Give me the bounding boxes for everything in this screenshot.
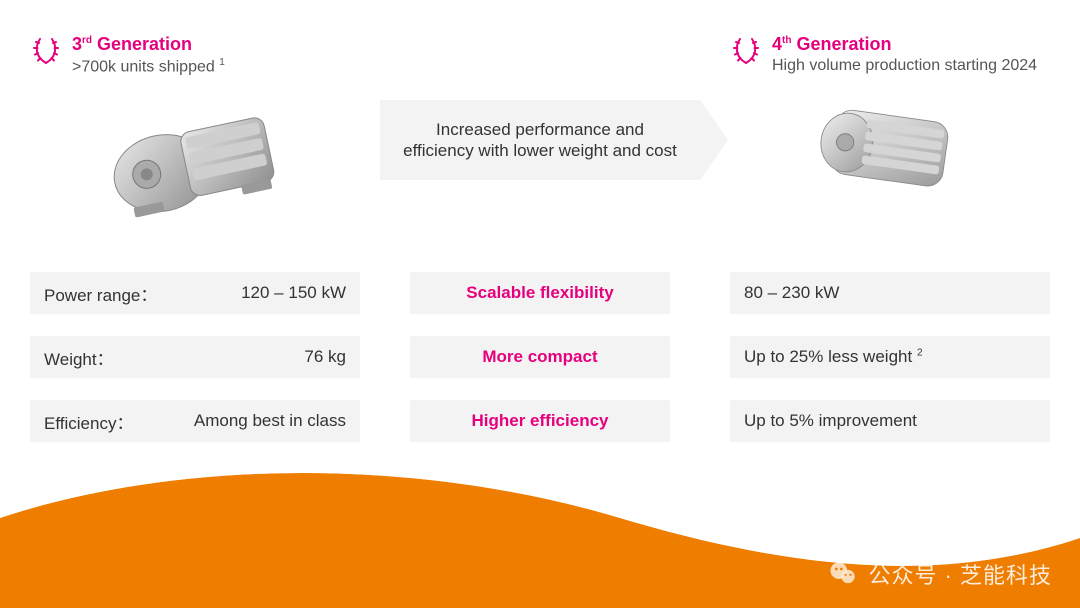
gen4-title: 4th Generation xyxy=(772,34,1037,55)
gen4-specs: 80 – 230 kW xyxy=(730,272,1050,314)
gen3-spec-row-power: Power range： 120 – 150 kW xyxy=(30,272,360,314)
spec-value-sup: 2 xyxy=(917,347,923,358)
gen3-product-image xyxy=(85,86,305,236)
gen4-spec-row-efficiency: Up to 5% improvement xyxy=(730,400,1050,442)
gen3-title-post: Generation xyxy=(92,34,192,54)
mid-pill-3-wrap: Higher efficiency xyxy=(380,400,700,442)
gen3-header: 3rd Generation >700k units shipped 1 xyxy=(30,34,360,76)
spec-value: 76 kg xyxy=(114,347,346,367)
gen3-subtitle: >700k units shipped 1 xyxy=(72,57,225,76)
gen3-sub-text: >700k units shipped xyxy=(72,58,215,75)
gen4-title-block: 4th Generation High volume production st… xyxy=(772,34,1037,75)
spec-label: Power range： xyxy=(44,281,157,306)
spec-label: Weight： xyxy=(44,345,114,370)
gen4-title-pre: 4 xyxy=(772,34,782,54)
pill-efficiency: Higher efficiency xyxy=(410,400,670,442)
arrow-text: Increased performance and efficiency wit… xyxy=(400,119,680,162)
gen3-specs: Efficiency： Among best in class xyxy=(30,400,360,442)
gen4-column: 4th Generation High volume production st… xyxy=(730,34,1050,215)
gen3-title-sup: rd xyxy=(82,35,92,46)
laurel-icon xyxy=(30,34,62,66)
wechat-icon xyxy=(828,559,858,589)
gen3-sub-sup: 1 xyxy=(219,57,225,68)
gen3-title-block: 3rd Generation >700k units shipped 1 xyxy=(72,34,225,76)
gen3-title: 3rd Generation xyxy=(72,34,225,55)
spec-value: 80 – 230 kW xyxy=(744,283,1036,303)
gen4-header: 4th Generation High volume production st… xyxy=(730,34,1050,75)
pill-text: Higher efficiency xyxy=(472,411,609,431)
pill-text: More compact xyxy=(482,347,597,367)
mid-pill-1-wrap: Scalable flexibility xyxy=(380,272,700,314)
spec-value: Up to 25% less weight 2 xyxy=(744,347,1036,367)
gen3-specs: Weight： 76 kg xyxy=(30,336,360,378)
pill-text: Scalable flexibility xyxy=(466,283,613,303)
spec-value: Up to 5% improvement xyxy=(744,411,1036,431)
gen3-title-pre: 3 xyxy=(72,34,82,54)
spec-value: Among best in class xyxy=(133,411,346,431)
spec-label: Efficiency： xyxy=(44,409,133,434)
pill-scalable: Scalable flexibility xyxy=(410,272,670,314)
gen4-spec-row-power: 80 – 230 kW xyxy=(730,272,1050,314)
gen4-title-post: Generation xyxy=(791,34,891,54)
gen4-product-image xyxy=(795,81,985,211)
mid-pill-2-wrap: More compact xyxy=(380,336,700,378)
gen4-spec-row-weight: Up to 25% less weight 2 xyxy=(730,336,1050,378)
gen3-spec-row-efficiency: Efficiency： Among best in class xyxy=(30,400,360,442)
gen3-specs: Power range： 120 – 150 kW xyxy=(30,272,360,314)
gen4-specs: Up to 25% less weight 2 xyxy=(730,336,1050,378)
spec-value-text: Up to 25% less weight xyxy=(744,347,912,366)
pill-compact: More compact xyxy=(410,336,670,378)
watermark-text: 公众号 · 芝能科技 xyxy=(868,558,1052,590)
watermark: 公众号 · 芝能科技 xyxy=(828,558,1052,590)
gen4-specs: Up to 5% improvement xyxy=(730,400,1050,442)
gen3-column: 3rd Generation >700k units shipped 1 xyxy=(30,34,360,240)
laurel-icon xyxy=(730,34,762,66)
slide: 3rd Generation >700k units shipped 1 xyxy=(0,0,1080,608)
transition-arrow: Increased performance and efficiency wit… xyxy=(380,100,700,180)
gen3-spec-row-weight: Weight： 76 kg xyxy=(30,336,360,378)
middle-column: Increased performance and efficiency wit… xyxy=(380,100,700,180)
spec-value: 120 – 150 kW xyxy=(157,283,346,303)
gen4-subtitle: High volume production starting 2024 xyxy=(772,57,1037,75)
gen4-sub-text: High volume production starting 2024 xyxy=(772,57,1037,74)
